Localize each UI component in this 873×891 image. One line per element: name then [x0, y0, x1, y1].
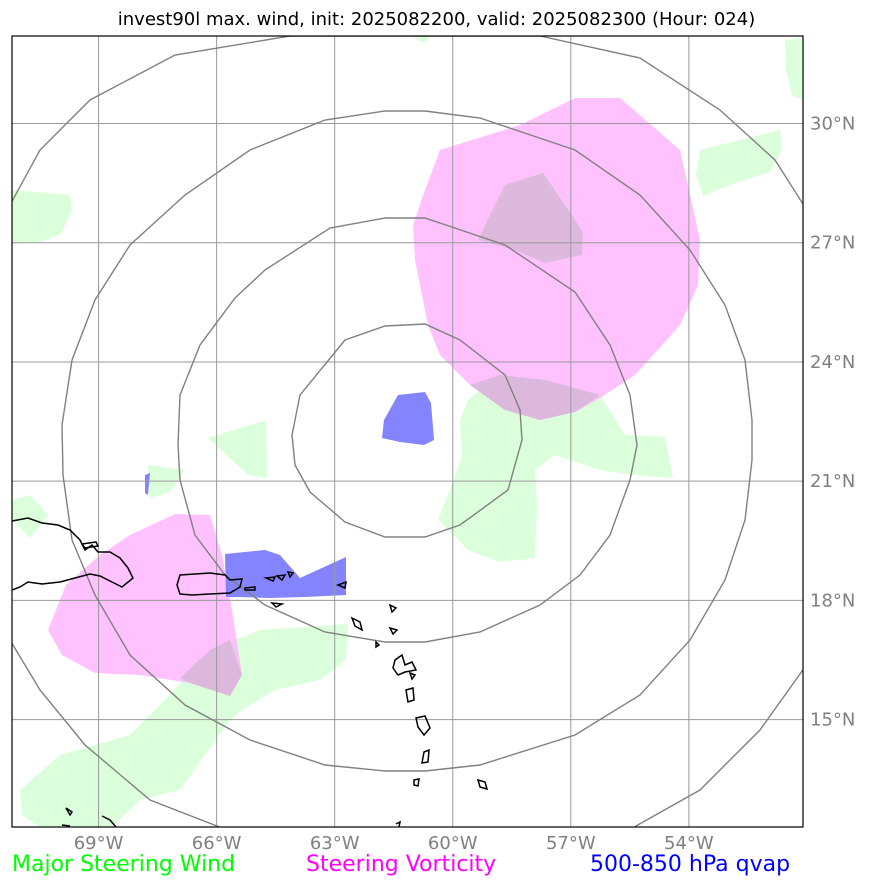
island [263, 576, 277, 582]
island [65, 807, 74, 817]
latitude-tick-label: 24°N [810, 352, 855, 373]
range-ring [177, 217, 638, 643]
chart-title: invest90l max. wind, init: 2025082200, v… [117, 9, 756, 30]
island [476, 778, 489, 791]
island [375, 640, 381, 649]
island [395, 820, 402, 827]
longitude-tick-label: 63°W [310, 833, 360, 854]
wind-area [438, 375, 673, 562]
island [286, 570, 295, 579]
island [61, 824, 71, 827]
latitude-tick-label: 21°N [810, 471, 855, 492]
longitude-tick-label: 69°W [74, 833, 124, 854]
longitude-tick-label: 66°W [192, 833, 242, 854]
legend-qvap: 500-850 hPa qvap [590, 852, 791, 877]
overlap-area [470, 375, 600, 420]
island [392, 653, 418, 676]
qvap-area [382, 392, 434, 445]
graticule [12, 36, 803, 827]
plot-frame [11, 35, 804, 828]
latitude-tick-label: 18°N [810, 590, 855, 611]
island [101, 815, 117, 827]
longitude-tick-label: 60°W [428, 833, 478, 854]
wind-area [696, 130, 782, 196]
overlap-area [180, 640, 242, 696]
island [275, 574, 287, 582]
island [269, 602, 285, 608]
longitude-labels: 69°W 66°W 63°W 60°W 57°W 54°W [74, 833, 714, 854]
wind-area [12, 495, 48, 538]
wind-area [785, 38, 803, 100]
legend-steering-vorticity: Steering Vorticity [306, 852, 497, 877]
hispaniola-north [80, 541, 100, 549]
island [408, 671, 417, 681]
range-ring [291, 323, 523, 538]
wind-area [208, 420, 267, 478]
latitude-tick-label: 27°N [810, 233, 855, 254]
range-ring [61, 110, 753, 772]
island [405, 687, 415, 703]
longitude-tick-label: 54°W [664, 833, 714, 854]
latitude-tick-label: 15°N [810, 710, 855, 731]
latitude-tick-label: 30°N [810, 113, 855, 134]
island [335, 580, 347, 590]
latitude-labels: 30°N 27°N 24°N 21°N 18°N 15°N [810, 113, 855, 730]
island [388, 603, 398, 614]
legend-steering-wind: Major Steering Wind [12, 852, 236, 877]
island [415, 715, 431, 737]
steering-vorticity-areas [48, 98, 700, 696]
island [388, 626, 399, 636]
island [413, 778, 420, 787]
island [421, 748, 430, 764]
island [350, 616, 364, 632]
wind-area [12, 190, 72, 244]
island [244, 586, 256, 591]
range-rings [12, 36, 803, 827]
hispaniola-coast [12, 517, 134, 591]
vorticity-area [48, 514, 242, 696]
wind-area [20, 624, 348, 827]
coastlines [12, 517, 489, 827]
longitude-tick-label: 57°W [546, 833, 596, 854]
qvap-area [225, 550, 346, 598]
qvap-areas [145, 392, 434, 598]
qvap-area [145, 473, 150, 495]
wind-area [410, 36, 430, 43]
overlap-area [478, 173, 583, 263]
range-ring [12, 36, 803, 827]
puerto-rico-coast [176, 572, 243, 596]
overlap-areas [180, 173, 600, 696]
